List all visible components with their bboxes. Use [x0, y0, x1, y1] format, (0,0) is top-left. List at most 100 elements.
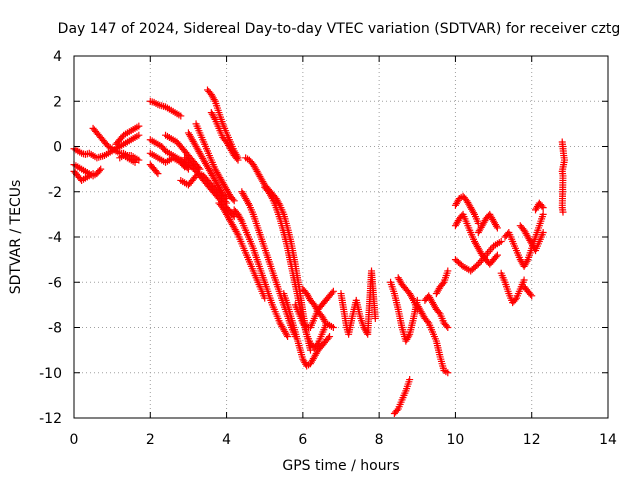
series-sat-ae [421, 292, 452, 331]
data-point [406, 376, 414, 384]
y-tick-label: -4 [48, 230, 62, 246]
y-tick-label: -10 [39, 366, 62, 382]
series-sat-an [520, 283, 536, 300]
data-point [324, 334, 332, 342]
data-point [526, 290, 534, 298]
data-point [233, 229, 241, 237]
data-points [70, 86, 569, 417]
data-point [221, 193, 229, 201]
data-point [233, 155, 241, 163]
y-tick-label: -12 [39, 411, 62, 427]
data-point [229, 195, 237, 203]
data-point [179, 161, 187, 169]
y-tick-label: 0 [53, 140, 62, 156]
data-point [234, 156, 242, 164]
x-tick-label: 10 [447, 432, 465, 448]
data-point [476, 258, 484, 266]
data-point [528, 292, 536, 300]
x-tick-labels: 0 2 4 6 8 10 12 14 [70, 432, 617, 448]
series-sat-ao [532, 199, 547, 214]
data-point [435, 308, 443, 316]
series-sat-v [261, 183, 330, 352]
data-point [492, 253, 500, 261]
series-sat-m [181, 154, 238, 221]
series-sat-f [116, 152, 139, 166]
series-sat-ag [451, 210, 501, 268]
series-sat-aa [387, 278, 421, 345]
y-tick-label: -6 [48, 275, 62, 291]
y-tick-label: 2 [53, 94, 62, 110]
data-point [326, 333, 334, 341]
data-point [520, 276, 528, 284]
data-point [439, 280, 447, 288]
data-point [538, 202, 546, 210]
x-tick-label: 4 [222, 432, 231, 448]
data-point [245, 200, 253, 208]
data-point [443, 322, 451, 330]
data-point [177, 112, 185, 120]
series-sat-s [230, 206, 292, 341]
data-point [184, 165, 192, 173]
series-sat-am [516, 222, 547, 255]
data-point [539, 228, 547, 236]
series-sat-k [162, 131, 204, 173]
data-point [371, 314, 379, 322]
series-sat-z [337, 267, 379, 338]
data-point [210, 96, 218, 104]
data-point [485, 247, 493, 255]
data-point [473, 262, 481, 270]
series-sat-x [291, 287, 337, 331]
data-point [95, 167, 103, 175]
data-point [301, 322, 309, 330]
x-tick-label: 6 [298, 432, 307, 448]
data-point [195, 164, 203, 172]
series-sat-ah [451, 192, 482, 227]
x-tick-label: 14 [599, 432, 617, 448]
y-tick-labels: -12 -10 -8 -6 -4 -2 0 2 4 [39, 49, 62, 427]
chart-title: Day 147 of 2024, Sidereal Day-to-day VTE… [58, 21, 621, 37]
x-tick-label: 12 [523, 432, 541, 448]
y-tick-label: -2 [48, 185, 62, 201]
data-point [135, 131, 143, 139]
series-sat-q [207, 109, 242, 164]
data-point [284, 333, 292, 341]
data-point [229, 211, 237, 219]
series-sat-o [192, 120, 238, 205]
data-point [181, 163, 189, 171]
series-sat-a [70, 131, 143, 162]
x-tick-label: 0 [70, 432, 79, 448]
series-sat-ad [413, 301, 452, 377]
data-point [267, 193, 275, 201]
data-point [153, 168, 161, 176]
data-point [328, 289, 336, 297]
data-point [559, 208, 567, 216]
data-point [313, 341, 321, 349]
series-sat-p [204, 86, 242, 162]
data-point [89, 170, 97, 178]
data-point [444, 267, 452, 275]
data-point [497, 238, 505, 246]
grid-lines [74, 56, 608, 418]
data-point [423, 317, 431, 325]
y-tick-label: 4 [53, 49, 62, 65]
data-point [210, 114, 218, 122]
x-tick-label: 2 [146, 432, 155, 448]
data-point [511, 296, 519, 304]
data-point [493, 224, 501, 232]
data-point [97, 165, 105, 173]
data-point [539, 204, 547, 212]
data-point [539, 210, 547, 218]
series-sat-i [146, 149, 189, 171]
data-point [329, 324, 337, 331]
data-point [154, 170, 162, 178]
series-sat-ab [390, 376, 414, 417]
data-point [237, 215, 245, 223]
series-sat-ai [451, 238, 505, 275]
data-point [444, 324, 452, 331]
data-point [135, 156, 143, 164]
series-sat-e [112, 122, 143, 148]
data-point [444, 369, 452, 377]
data-point [283, 331, 291, 339]
y-axis-title: SDTVAR / TECUs [8, 180, 24, 295]
